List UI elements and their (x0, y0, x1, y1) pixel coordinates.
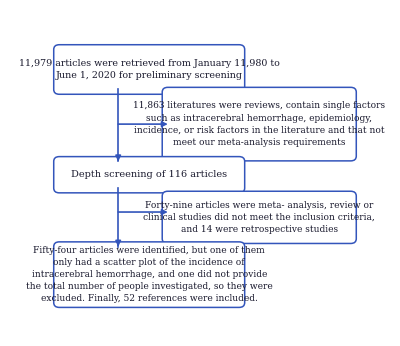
Text: 11,979 articles were retrieved from January 11,980 to
June 1, 2020 for prelimina: 11,979 articles were retrieved from Janu… (19, 59, 280, 80)
FancyBboxPatch shape (162, 191, 356, 244)
Text: 11,863 literatures were reviews, contain single factors
such as intracerebral he: 11,863 literatures were reviews, contain… (133, 101, 385, 147)
FancyBboxPatch shape (54, 242, 245, 307)
Text: Depth screening of 116 articles: Depth screening of 116 articles (71, 170, 227, 179)
FancyBboxPatch shape (54, 45, 245, 94)
Text: Forty-nine articles were meta- analysis, review or
clinical studies did not meet: Forty-nine articles were meta- analysis,… (143, 201, 375, 234)
FancyBboxPatch shape (162, 87, 356, 161)
FancyBboxPatch shape (54, 157, 245, 193)
Text: Fifty-four articles were identified, but one of them
only had a scatter plot of : Fifty-four articles were identified, but… (26, 246, 272, 303)
